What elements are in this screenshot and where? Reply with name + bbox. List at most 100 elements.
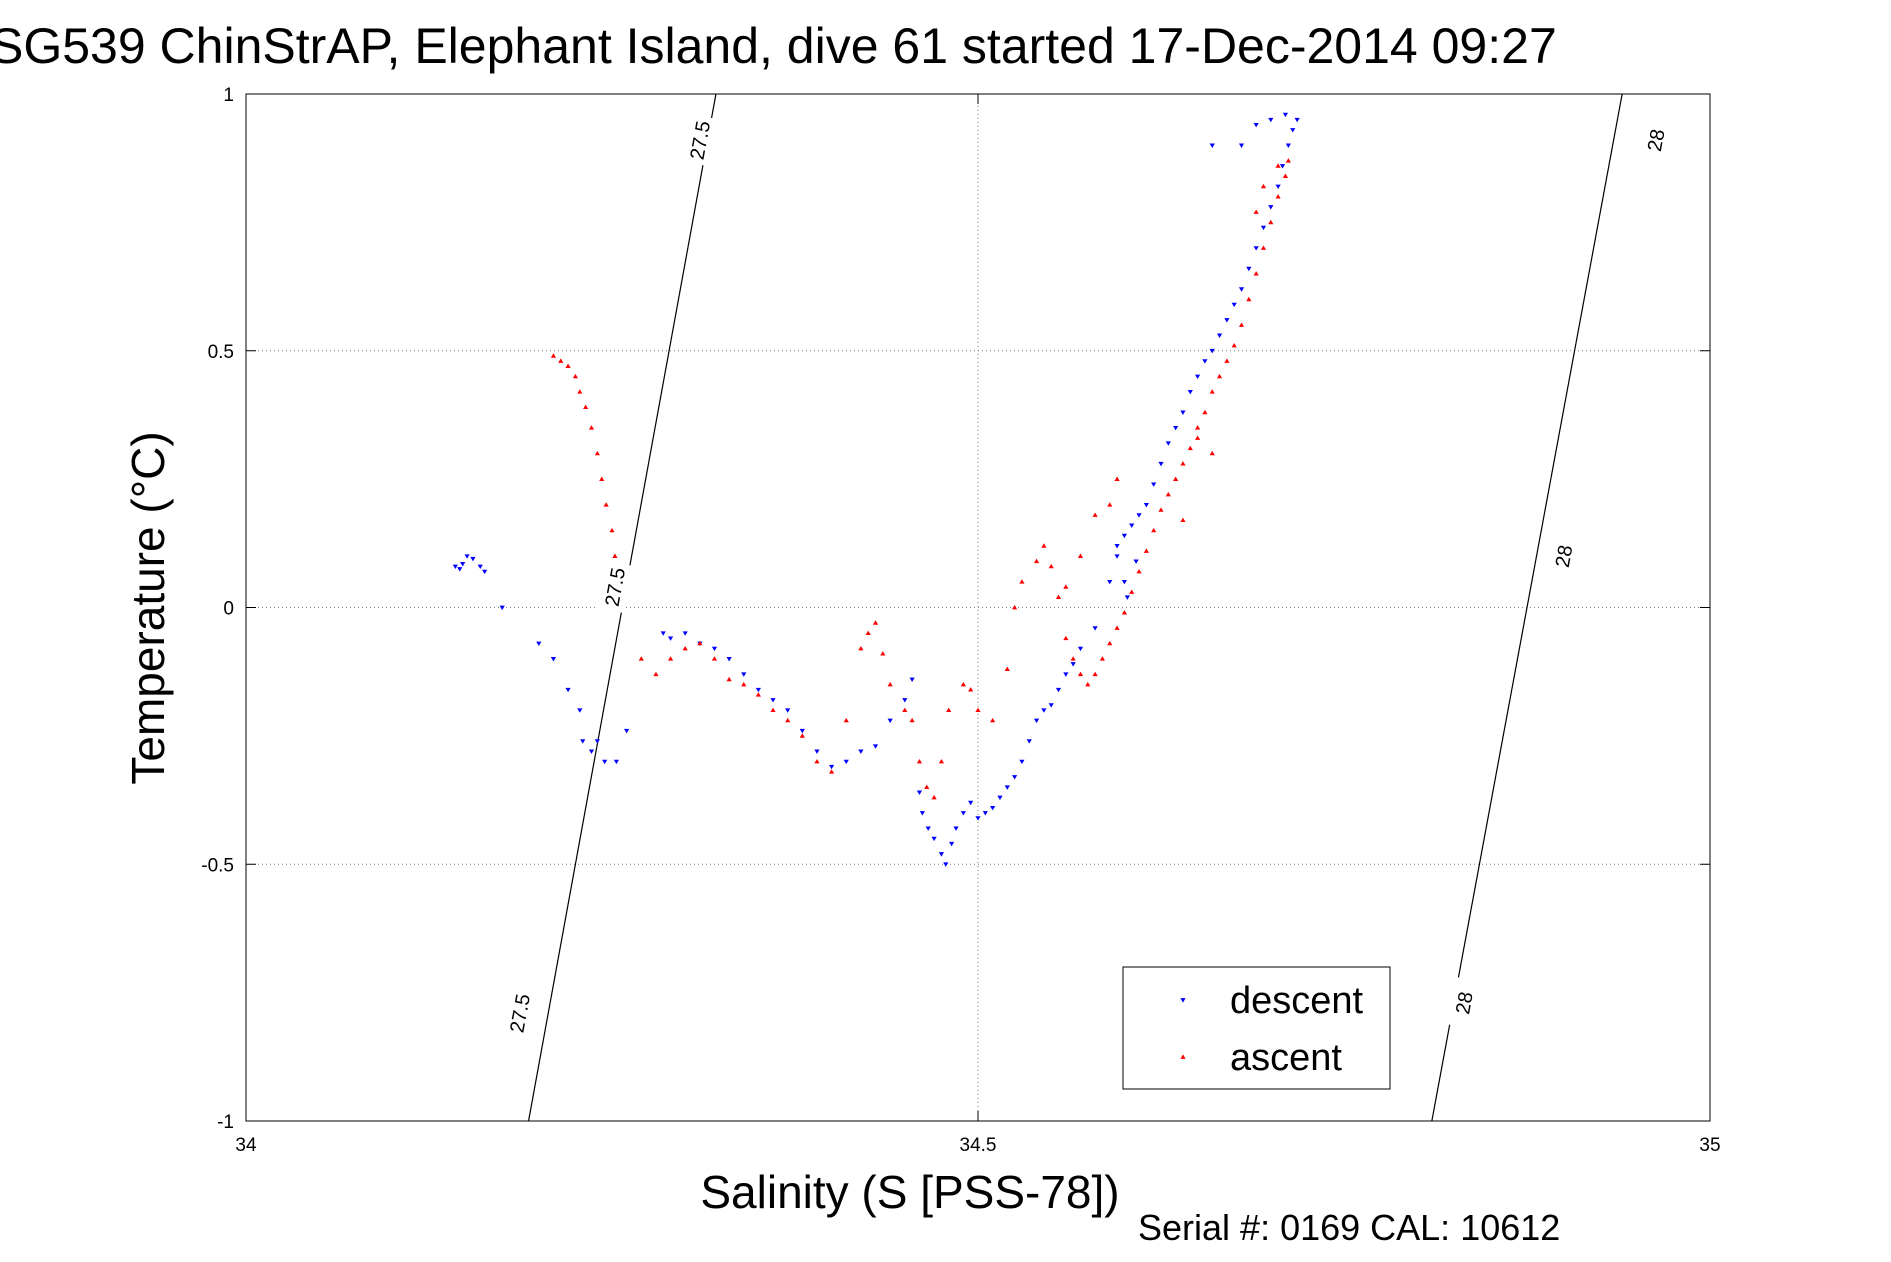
ascent-point [916, 758, 923, 764]
descent-point [580, 739, 586, 744]
ascent-point [1231, 343, 1237, 348]
legend-marker-descent [1180, 998, 1186, 1003]
ascent-point [741, 681, 747, 687]
ascent-point [609, 527, 615, 533]
ascent-point [1180, 461, 1186, 466]
ascent-point [1187, 445, 1193, 451]
ascent-point [603, 502, 609, 507]
descent-point [843, 759, 849, 765]
ascent-point [858, 645, 864, 651]
ascent-point [1041, 543, 1047, 548]
ascent-point [814, 758, 820, 764]
descent-point [536, 641, 542, 647]
ascent-point [697, 640, 703, 646]
descent-point [667, 636, 674, 641]
descent-point [550, 657, 557, 662]
descent-point [1268, 205, 1274, 210]
descent-point [1151, 482, 1157, 487]
descent-point [982, 811, 988, 816]
descent-point [1143, 502, 1149, 508]
ascent-point [1070, 656, 1076, 661]
y-axis-label: Temperature (°C) [122, 431, 174, 784]
ascent-point [960, 681, 966, 687]
ascent-point [711, 656, 718, 661]
descent-point [916, 790, 923, 795]
descent-point [1114, 544, 1120, 549]
ascent-point [565, 363, 571, 368]
chart-title: SG539 ChinStrAP, Elephant Island, dive 6… [0, 18, 1557, 74]
ascent-point [1260, 245, 1267, 250]
ascent-point [931, 794, 937, 800]
descent-point [1253, 246, 1259, 251]
descent-point [1133, 559, 1139, 564]
ascent-point [1033, 558, 1040, 564]
ascent-point [583, 404, 589, 410]
descent-point [925, 826, 931, 831]
descent-point [1107, 580, 1113, 585]
descent-point [602, 759, 608, 765]
ascent-point [1092, 512, 1098, 517]
ascent-point [1114, 625, 1120, 630]
isopycnal-label: 28 [1452, 990, 1478, 1016]
ascent-point [682, 645, 688, 651]
y-tick-label: -0.5 [201, 855, 234, 876]
isopycnal-line [1431, 93, 1623, 1122]
ascent-point [1260, 183, 1267, 189]
descent-point [1202, 359, 1208, 364]
descent-point [755, 687, 761, 693]
descent-point [938, 852, 944, 857]
descent-point [741, 672, 747, 677]
descent-point [1294, 117, 1300, 123]
ascent-point [577, 389, 583, 394]
descent-point [1121, 533, 1127, 539]
ascent-point [1253, 209, 1259, 214]
legend-label-descent: descent [1230, 980, 1364, 1022]
ascent-point [799, 733, 805, 738]
descent-point [1136, 513, 1142, 518]
descent-point [1004, 785, 1010, 790]
descent-point [1216, 333, 1223, 338]
legend-marker-ascent [1180, 1054, 1186, 1059]
descent-point [1158, 461, 1164, 467]
descent-point [1224, 318, 1230, 323]
ascent-point [1268, 219, 1274, 225]
ascent-point [975, 707, 981, 713]
descent-point [1180, 410, 1186, 415]
descent-point [1238, 143, 1245, 148]
descent-point [1012, 775, 1018, 780]
ascent-point [1224, 358, 1230, 363]
ascent-point [1195, 435, 1201, 440]
ascent-point [1143, 548, 1149, 553]
ascent-point [1195, 425, 1201, 430]
grid-lines [246, 94, 1710, 1121]
descent-point [1077, 646, 1084, 652]
y-tick-label: -1 [217, 1112, 234, 1133]
descent-point [1282, 112, 1289, 118]
descent-point [931, 836, 937, 842]
descent-point [482, 569, 488, 575]
ascent-point [1063, 584, 1069, 589]
descent-point [770, 698, 776, 703]
descent-point [785, 708, 791, 713]
ascent-point [1085, 681, 1091, 687]
descent-point [909, 677, 915, 682]
legend-label-ascent: ascent [1230, 1037, 1342, 1079]
ascent-point [1114, 476, 1120, 481]
y-tick-label: 0 [223, 599, 234, 620]
descent-point [1285, 143, 1291, 148]
ascent-point [785, 717, 791, 723]
ascent-point [924, 784, 930, 790]
descent-point [1260, 225, 1267, 231]
ascent-point [1055, 594, 1062, 600]
descent-point [1290, 128, 1296, 133]
descent-point [1092, 626, 1098, 631]
ascent-point [1275, 163, 1281, 168]
legend-box [1122, 966, 1391, 1090]
ascent-point [726, 676, 732, 682]
descent-point [1195, 374, 1201, 380]
ascent-point [865, 630, 871, 635]
ascent-point [1012, 604, 1018, 610]
descent-point [711, 646, 718, 652]
descent-point [1275, 184, 1281, 190]
